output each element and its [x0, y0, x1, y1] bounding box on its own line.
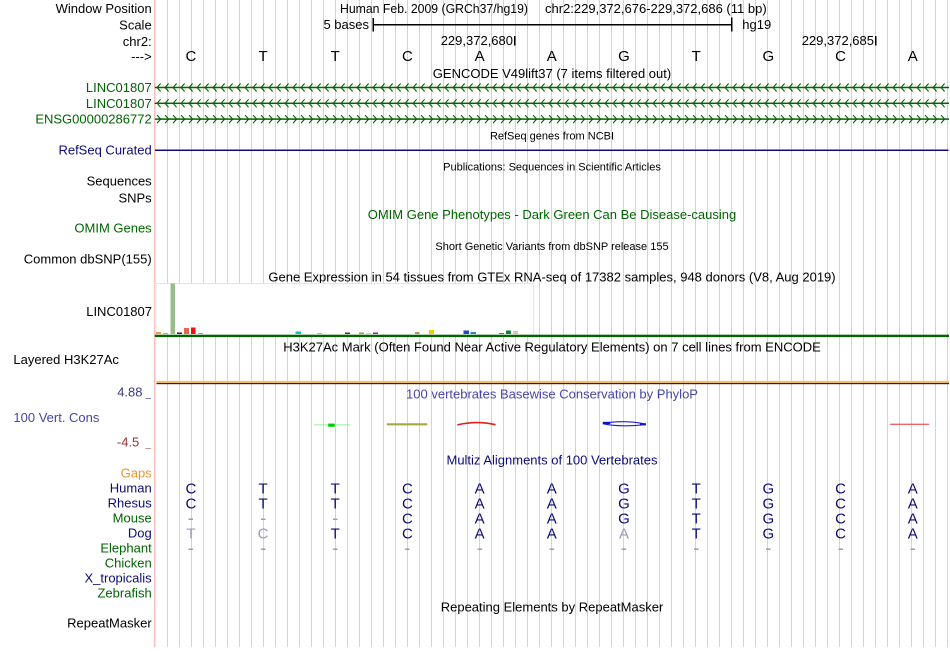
- svg-text:chr2:: chr2:: [123, 34, 152, 49]
- svg-text:T: T: [692, 48, 701, 65]
- svg-text:G: G: [762, 48, 774, 65]
- svg-text:T: T: [259, 481, 268, 498]
- svg-text:A: A: [475, 496, 485, 513]
- svg-text:C: C: [185, 481, 196, 498]
- svg-text:A: A: [547, 526, 557, 543]
- svg-text:A: A: [475, 526, 485, 543]
- svg-text:G: G: [762, 526, 774, 543]
- svg-text:G: G: [762, 511, 774, 528]
- svg-text:chr2:229,372,676-229,372,686 (: chr2:229,372,676-229,372,686 (11 bp): [545, 1, 767, 16]
- svg-text:Sequences: Sequences: [87, 174, 153, 189]
- svg-text:A: A: [908, 481, 918, 498]
- svg-text:A: A: [475, 511, 485, 528]
- svg-text:RepeatMasker: RepeatMasker: [67, 616, 152, 631]
- svg-text:T: T: [692, 511, 701, 528]
- svg-text:Zebrafish: Zebrafish: [97, 586, 151, 601]
- svg-text:G: G: [618, 481, 630, 498]
- svg-text:Human: Human: [110, 481, 152, 496]
- svg-text:T: T: [186, 526, 195, 543]
- svg-text:C: C: [185, 496, 196, 513]
- svg-text:C: C: [835, 526, 846, 543]
- svg-text:A: A: [908, 511, 918, 528]
- svg-text:G: G: [618, 48, 630, 65]
- svg-text:T: T: [331, 526, 340, 543]
- svg-text:hg19: hg19: [742, 17, 771, 32]
- svg-text:229,372,680: 229,372,680: [441, 33, 513, 48]
- svg-text:C: C: [402, 496, 413, 513]
- svg-text:Human Feb. 2009 (GRCh37/hg19): Human Feb. 2009 (GRCh37/hg19): [340, 1, 528, 16]
- svg-text:C: C: [835, 511, 846, 528]
- svg-text:4.88: 4.88: [117, 385, 142, 400]
- svg-text:RefSeq Curated: RefSeq Curated: [58, 143, 151, 158]
- svg-text:Window Position: Window Position: [56, 1, 152, 16]
- svg-text:A: A: [547, 496, 557, 513]
- svg-text:100 Vert. Cons: 100 Vert. Cons: [13, 410, 99, 425]
- svg-text:Publications: Sequences in Sci: Publications: Sequences in Scientific Ar…: [443, 162, 661, 174]
- svg-text:H3K27Ac Mark (Often Found Near: H3K27Ac Mark (Often Found Near Active Re…: [283, 340, 821, 355]
- svg-text:C: C: [402, 48, 413, 65]
- svg-text:C: C: [402, 481, 413, 498]
- svg-text:A: A: [547, 48, 557, 65]
- svg-text:Gaps: Gaps: [121, 466, 153, 481]
- svg-text:A: A: [547, 511, 557, 528]
- svg-text:C: C: [835, 481, 846, 498]
- svg-text:X_tropicalis: X_tropicalis: [84, 571, 152, 586]
- svg-text:C: C: [402, 526, 413, 543]
- svg-text:C: C: [835, 496, 846, 513]
- svg-text:A: A: [475, 481, 485, 498]
- svg-text:LINC01807: LINC01807: [86, 96, 152, 111]
- svg-text:T: T: [259, 48, 268, 65]
- svg-text:Repeating Elements by RepeatMa: Repeating Elements by RepeatMasker: [441, 600, 664, 615]
- svg-text:T: T: [331, 48, 340, 65]
- svg-text:G: G: [762, 496, 774, 513]
- svg-text:Rhesus: Rhesus: [108, 496, 153, 511]
- svg-text:G: G: [618, 496, 630, 513]
- svg-text:T: T: [692, 481, 701, 498]
- svg-text:Layered H3K27Ac: Layered H3K27Ac: [13, 352, 119, 367]
- svg-text:Chicken: Chicken: [105, 556, 152, 571]
- svg-text:A: A: [475, 48, 485, 65]
- svg-text:Elephant: Elephant: [100, 541, 152, 556]
- svg-text:T: T: [331, 481, 340, 498]
- svg-text:T: T: [331, 496, 340, 513]
- svg-text:Short Genetic Variants from db: Short Genetic Variants from dbSNP releas…: [435, 241, 668, 253]
- svg-text:A: A: [908, 48, 918, 65]
- svg-text:229,372,685: 229,372,685: [802, 33, 874, 48]
- svg-text:OMIM Genes: OMIM Genes: [74, 221, 152, 236]
- svg-text:T: T: [259, 496, 268, 513]
- svg-text:5 bases: 5 bases: [323, 17, 369, 32]
- svg-text:Dog: Dog: [128, 526, 152, 541]
- svg-text:A: A: [908, 526, 918, 543]
- svg-text:A: A: [619, 526, 629, 543]
- svg-text:G: G: [762, 481, 774, 498]
- svg-text:LINC01807: LINC01807: [86, 304, 152, 319]
- svg-text:C: C: [258, 526, 269, 543]
- svg-text:100 vertebrates Basewise Conse: 100 vertebrates Basewise Conservation by…: [406, 387, 698, 402]
- svg-text:Multiz Alignments of 100 Verte: Multiz Alignments of 100 Vertebrates: [446, 453, 658, 468]
- svg-text:Common dbSNP(155): Common dbSNP(155): [24, 252, 152, 267]
- svg-text:RefSeq genes from NCBI: RefSeq genes from NCBI: [490, 131, 614, 143]
- svg-text:C: C: [185, 48, 196, 65]
- svg-text:--->: --->: [131, 49, 152, 64]
- svg-text:-4.5: -4.5: [117, 435, 139, 450]
- svg-text:G: G: [618, 511, 630, 528]
- svg-text:T: T: [692, 496, 701, 513]
- svg-text:GENCODE V49lift37 (7 items fil: GENCODE V49lift37 (7 items filtered out): [433, 66, 671, 81]
- svg-text:Gene Expression in 54 tissues: Gene Expression in 54 tissues from GTEx …: [268, 270, 835, 285]
- svg-text:A: A: [908, 496, 918, 513]
- svg-text:ENSG00000286772: ENSG00000286772: [35, 112, 151, 127]
- svg-text:A: A: [547, 481, 557, 498]
- svg-text:SNPs: SNPs: [118, 190, 152, 205]
- svg-text:Scale: Scale: [119, 18, 152, 33]
- svg-text:C: C: [402, 511, 413, 528]
- svg-text:Mouse: Mouse: [113, 511, 152, 526]
- svg-text:LINC01807: LINC01807: [86, 80, 152, 95]
- svg-text:C: C: [835, 48, 846, 65]
- svg-text:OMIM Gene Phenotypes - Dark Gr: OMIM Gene Phenotypes - Dark Green Can Be…: [368, 207, 737, 222]
- svg-text:T: T: [692, 526, 701, 543]
